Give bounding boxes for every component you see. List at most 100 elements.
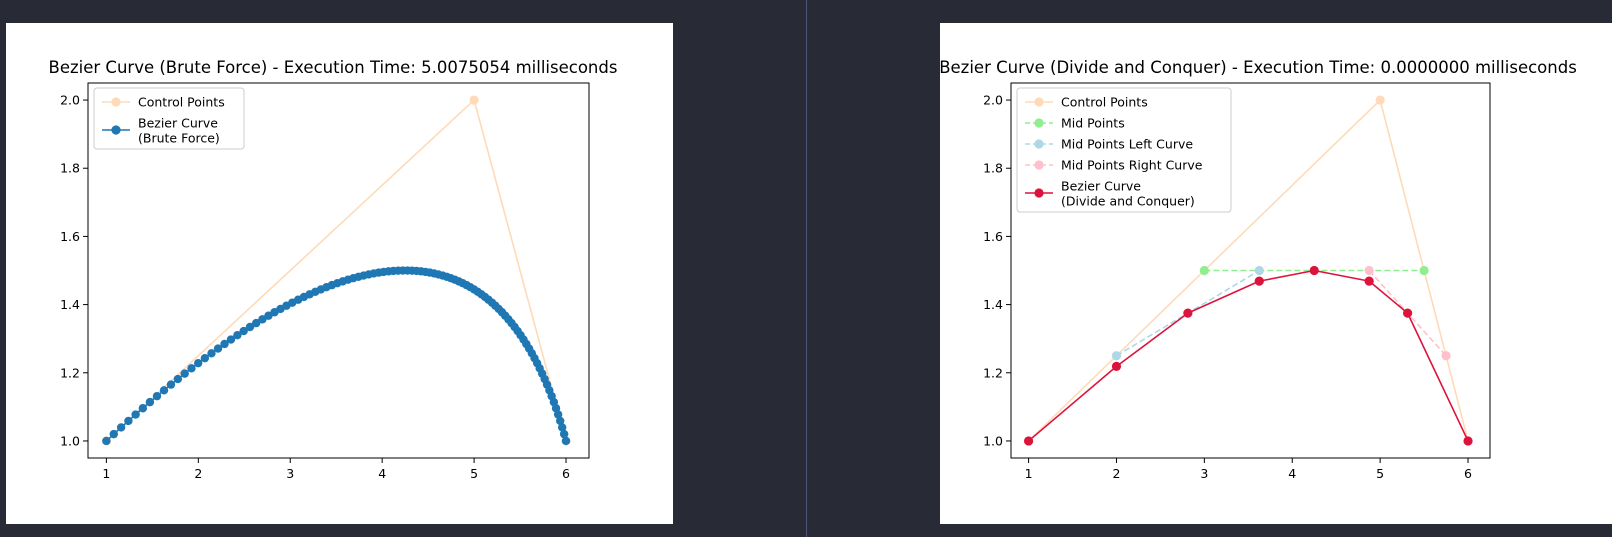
x-tick-label: 4: [378, 466, 386, 481]
y-tick-label: 1.6: [983, 229, 1003, 244]
data-point-bezier-curve-brute-force: [131, 410, 140, 419]
data-point-bezier-curve-brute-force: [173, 374, 183, 384]
data-point-mid-points: [1419, 265, 1429, 276]
y-tick-label: 2.0: [983, 93, 1003, 108]
legend-marker-mid-points-left-curve: [1034, 139, 1044, 149]
data-point-bezier-curve-brute-force: [166, 380, 176, 389]
x-tick-label: 2: [194, 466, 202, 481]
y-tick-label: 1.6: [60, 229, 80, 244]
data-point-bezier-curve-brute-force: [102, 436, 111, 446]
series-line-bezier-curve-brute-force: [105, 269, 567, 442]
data-point-control-points: [469, 95, 479, 105]
plot-frame: [1010, 82, 1491, 459]
y-tick-label: 1.2: [983, 365, 1003, 380]
data-point-bezier-curve-brute-force: [553, 410, 563, 419]
chart-title: Bezier Curve (Divide and Conquer) - Exec…: [940, 58, 1577, 77]
series-mid-points-right-curve: [1364, 265, 1451, 361]
data-point-bezier-curve-brute-force: [138, 404, 148, 413]
legend-label: Bezier Curve: [138, 116, 218, 131]
data-point-mid-points-left-curve: [1254, 265, 1264, 276]
data-point-bezier-curve-divide-and-conquer: [1309, 265, 1319, 276]
data-point-bezier-curve-brute-force: [220, 339, 229, 349]
legend: Control Points Bezier Curve(Brute Force): [93, 87, 245, 150]
data-point-bezier-curve-brute-force: [233, 331, 242, 340]
legend: Control Points Mid Points Mid Points Left …: [1016, 87, 1232, 213]
legend-label: Mid Points Left Curve: [1061, 137, 1193, 152]
data-point-bezier-curve-brute-force: [245, 322, 255, 332]
data-point-bezier-curve-brute-force: [213, 344, 223, 353]
chart-brute-force: Bezier Curve (Brute Force) - Execution T…: [49, 58, 618, 481]
legend-label: Control Points: [1061, 95, 1148, 110]
legend-label: Control Points: [138, 95, 225, 110]
x-tick-label: 2: [1112, 466, 1120, 481]
y-tick-label: 1.4: [983, 297, 1003, 312]
data-point-bezier-curve-brute-force: [145, 397, 155, 407]
legend-marker-bezier-curve-brute-force: [111, 125, 121, 135]
legend-marker-mid-points-right-curve: [1034, 160, 1044, 170]
data-point-bezier-curve-brute-force: [258, 315, 267, 324]
data-point-bezier-curve-divide-and-conquer: [1254, 276, 1264, 286]
window-divider: [806, 0, 807, 537]
series-bezier-curve-brute-force: [102, 266, 571, 446]
data-point-bezier-curve-brute-force: [159, 386, 169, 395]
series-bezier-curve-divide-and-conquer: [1023, 265, 1473, 446]
data-point-bezier-curve-brute-force: [557, 423, 567, 432]
data-point-bezier-curve-divide-and-conquer: [1364, 276, 1374, 286]
data-point-bezier-curve-divide-and-conquer: [1111, 361, 1122, 371]
data-point-mid-points-left-curve: [1111, 351, 1122, 361]
legend-marker-mid-points: [1034, 118, 1044, 128]
chart-title: Bezier Curve (Brute Force) - Execution T…: [49, 58, 618, 77]
legend-box: [93, 87, 245, 150]
data-point-bezier-curve-brute-force: [124, 416, 133, 426]
data-point-bezier-curve-brute-force: [561, 436, 571, 446]
y-tick-label: 1.0: [60, 433, 80, 448]
legend-marker-control-points: [111, 97, 121, 107]
legend-label: Bezier Curve: [1061, 179, 1141, 194]
x-tick-label: 4: [1288, 466, 1296, 481]
legend-box: [1016, 87, 1232, 213]
y-tick-label: 2.0: [60, 93, 80, 108]
data-point-control-points: [1375, 95, 1385, 105]
legend-label: Mid Points Right Curve: [1061, 158, 1203, 173]
legend-label: Mid Points: [1061, 116, 1125, 131]
data-point-mid-points-right-curve: [1364, 265, 1374, 276]
x-tick-label: 3: [1200, 466, 1208, 481]
data-point-bezier-curve-brute-force: [226, 335, 236, 344]
legend-label: (Divide and Conquer): [1061, 194, 1195, 209]
data-point-bezier-curve-brute-force: [555, 416, 565, 426]
data-point-mid-points: [1199, 265, 1209, 276]
x-tick-label: 1: [1025, 466, 1033, 481]
data-point-bezier-curve-brute-force: [207, 349, 216, 358]
data-point-bezier-curve-brute-force: [116, 423, 126, 432]
data-point-bezier-curve-brute-force: [152, 391, 162, 401]
y-tick-label: 1.0: [983, 433, 1003, 448]
chart-divide-conquer: Bezier Curve (Divide and Conquer) - Exec…: [940, 58, 1577, 481]
series-line-bezier-curve-divide-and-conquer: [1028, 269, 1469, 442]
y-tick-label: 1.8: [60, 161, 80, 176]
x-tick-label: 3: [286, 466, 294, 481]
y-tick-label: 1.2: [60, 365, 80, 380]
series-line-control-points: [105, 99, 567, 442]
data-point-mid-points-right-curve: [1441, 351, 1451, 361]
data-point-bezier-curve-brute-force: [251, 318, 261, 328]
x-tick-label: 6: [562, 466, 570, 481]
x-tick-label: 5: [1376, 466, 1384, 481]
data-point-bezier-curve-divide-and-conquer: [1463, 436, 1473, 446]
chart-panel-brute-force: Bezier Curve (Brute Force) - Execution T…: [6, 23, 673, 524]
data-point-bezier-curve-divide-and-conquer: [1403, 308, 1413, 318]
plot-frame: [87, 82, 590, 459]
y-tick-label: 1.8: [983, 161, 1003, 176]
data-point-bezier-curve-brute-force: [239, 326, 248, 336]
chart-panel-divide-conquer: Bezier Curve (Divide and Conquer) - Exec…: [940, 23, 1612, 524]
data-point-bezier-curve-brute-force: [193, 358, 203, 368]
x-tick-label: 6: [1464, 466, 1472, 481]
x-tick-label: 1: [102, 466, 110, 481]
data-point-bezier-curve-brute-force: [180, 369, 189, 378]
data-point-bezier-curve-brute-force: [559, 429, 569, 439]
data-point-bezier-curve-divide-and-conquer: [1183, 308, 1193, 318]
legend-marker-control-points: [1034, 97, 1044, 107]
data-point-bezier-curve-brute-force: [187, 364, 196, 373]
x-tick-label: 5: [470, 466, 478, 481]
legend-label: (Brute Force): [138, 131, 220, 146]
data-point-bezier-curve-brute-force: [109, 429, 118, 439]
